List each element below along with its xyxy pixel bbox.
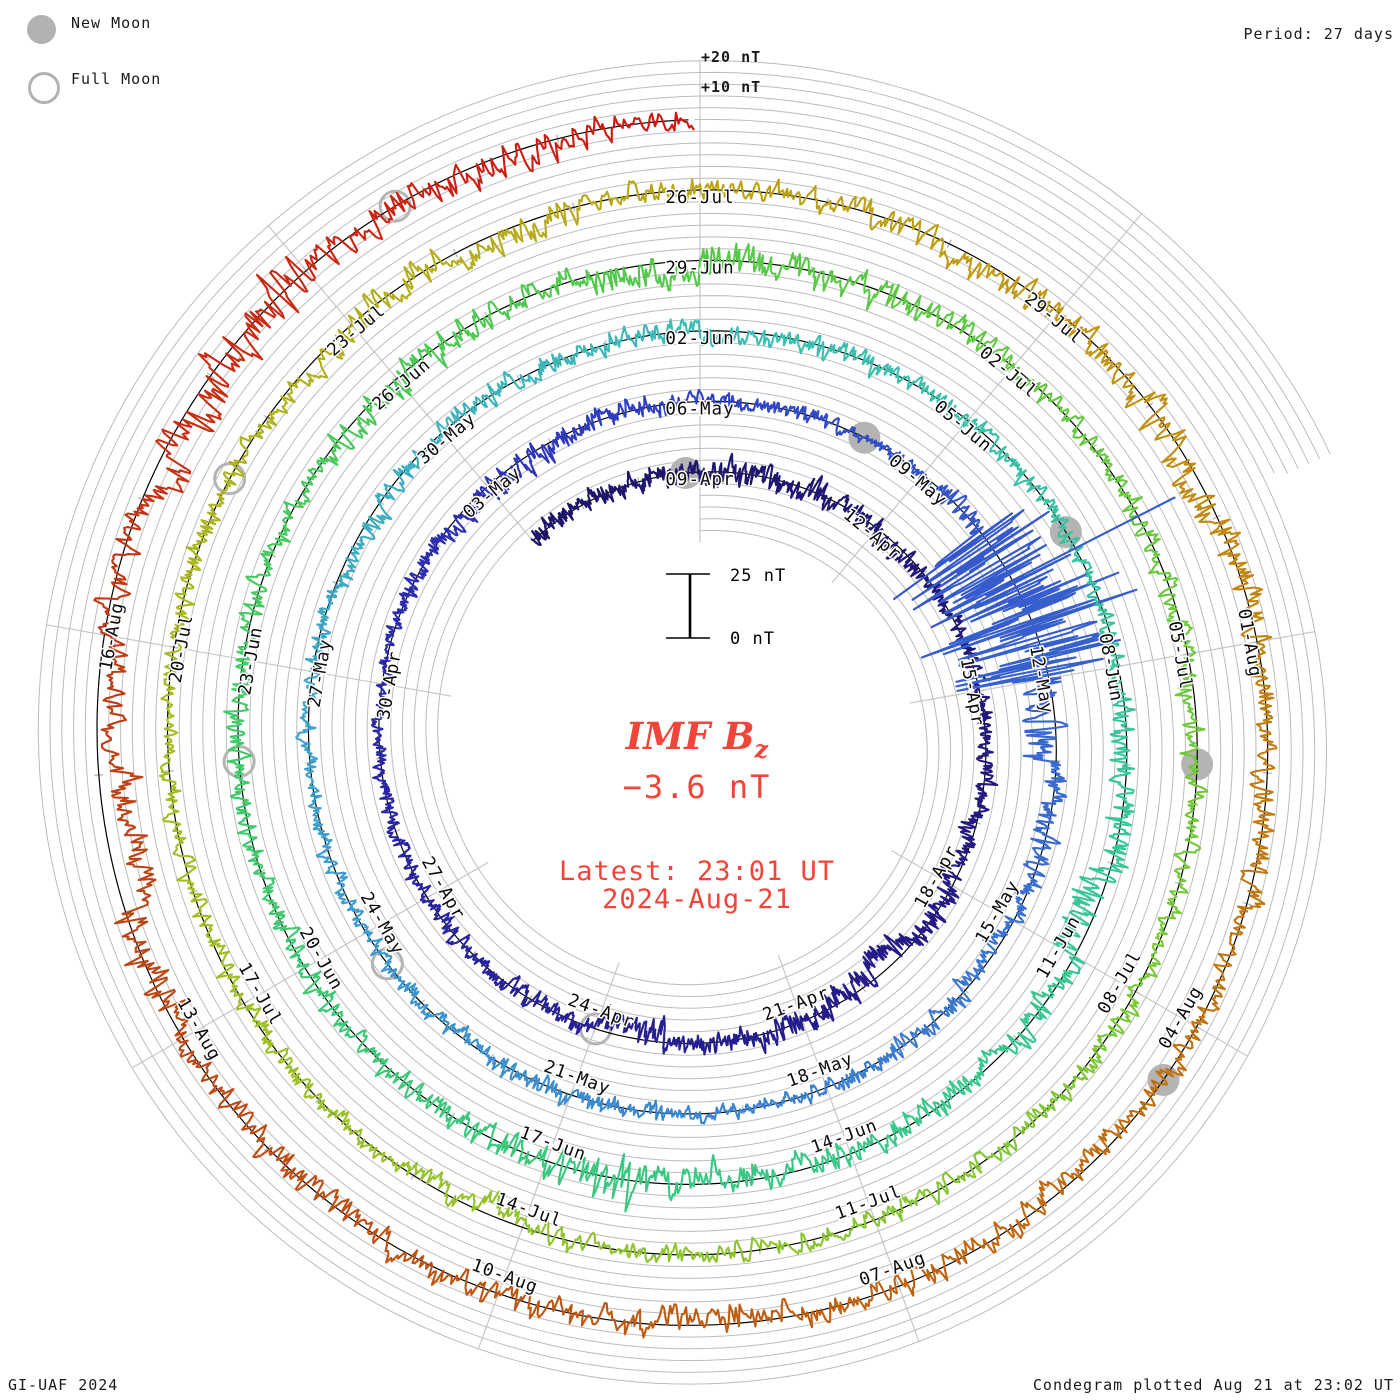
- spiral-date-label: 11-Jul: [833, 1182, 905, 1224]
- spiral-date-label: 09-May: [885, 451, 951, 511]
- spiral-date-label: 20-Jul: [166, 613, 198, 685]
- latest-time: Latest: 23:01 UT: [558, 856, 836, 887]
- spiral-date-label: 30-Apr: [374, 650, 406, 722]
- grid-spirals: [37, 60, 1331, 1385]
- spiral-date-label: 27-May: [305, 637, 337, 709]
- axis-label-plus20: +20 nT: [701, 48, 762, 66]
- spiral-date-label: 26-Jul: [665, 188, 734, 208]
- new-moon-label: New Moon: [71, 14, 152, 32]
- latest-date: 2024-Aug-21: [602, 884, 792, 915]
- spiral-date-label: 06-May: [665, 400, 734, 420]
- spiral-date-label: 20-Jun: [295, 924, 347, 994]
- spiral-date-label: 05-Jun: [930, 397, 996, 457]
- chart-title: IMF Bz: [625, 714, 769, 764]
- period-label: Period: 27 days: [1243, 25, 1394, 43]
- spiral-date-label: 29-Jun: [665, 259, 734, 279]
- latest-value: −3.6 nT: [622, 768, 772, 806]
- spiral-date-label: 12-Apr: [839, 505, 905, 565]
- spiral-date-label: 07-Aug: [857, 1248, 929, 1290]
- spiral-date-label: 09-Apr: [665, 470, 734, 490]
- spiral-date-label: 23-Jun: [235, 625, 267, 697]
- scale-bar-top-label: 25 nT: [730, 566, 787, 586]
- storm-spike: [893, 515, 1009, 601]
- scale-bar: [666, 573, 710, 639]
- spiral-date-label: 08-Jul: [1094, 948, 1146, 1018]
- scale-bar-bottom-label: 0 nT: [730, 629, 775, 649]
- spiral-date-label: 29-Jul: [1020, 289, 1086, 349]
- axis-label-plus10: +10 nT: [701, 78, 762, 96]
- full-moon-label: Full Moon: [71, 70, 162, 88]
- spiral-date-label: 17-Jun: [517, 1123, 589, 1165]
- storm-spike: [992, 496, 1176, 591]
- spiral-date-label: 14-Jun: [809, 1116, 881, 1158]
- spiral-date-label: 02-Jul: [975, 343, 1041, 403]
- spiral-date-label: 16-Aug: [96, 601, 128, 673]
- credit-label: GI-UAF 2024: [8, 1376, 119, 1394]
- plotted-timestamp: Condegram plotted Aug 21 at 23:02 UT: [1032, 1376, 1394, 1394]
- spiral-date-label: 18-May: [784, 1049, 856, 1091]
- new-moon-icon: [27, 15, 56, 44]
- spiral-date-label: 02-Jun: [665, 329, 734, 349]
- full-moon-icon: [28, 72, 60, 104]
- full-moon-marker: [370, 947, 404, 981]
- bz-trace: [93, 111, 1278, 1339]
- full-moon-marker: [213, 462, 247, 496]
- spiral-date-label: 11-Jun: [1033, 912, 1085, 982]
